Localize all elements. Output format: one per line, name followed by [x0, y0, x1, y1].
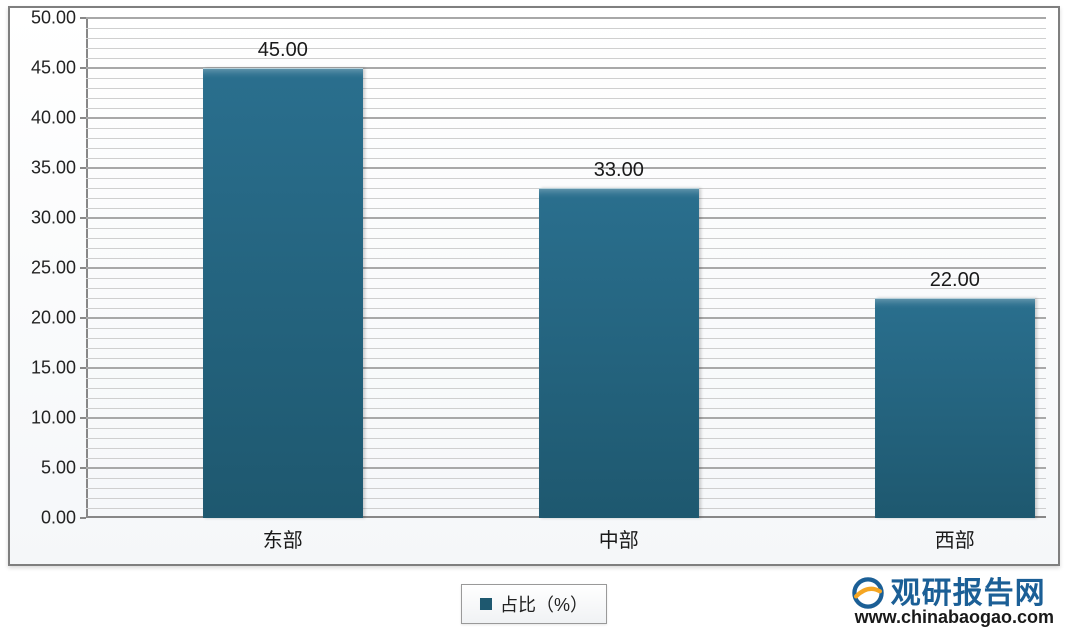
legend-label: 占比（%）	[500, 591, 588, 617]
y-tick-label: 30.00	[16, 208, 76, 229]
watermark-title: 观研报告网	[891, 577, 1046, 610]
watermark-logo-icon	[851, 576, 885, 610]
bar: 33.00	[539, 188, 699, 518]
bar-value-label: 45.00	[258, 39, 308, 62]
y-tick-mark	[80, 67, 86, 69]
bar: 22.00	[875, 298, 1035, 518]
y-tick-label: 45.00	[16, 58, 76, 79]
bar-value-label: 22.00	[930, 269, 980, 292]
y-tick-mark	[80, 17, 86, 19]
legend-swatch	[480, 598, 492, 610]
x-category-label: 东部	[263, 524, 303, 553]
y-tick-label: 40.00	[16, 108, 76, 129]
x-category-label: 西部	[935, 524, 975, 553]
y-tick-label: 25.00	[16, 258, 76, 279]
y-tick-mark	[80, 367, 86, 369]
gridline-minor	[86, 48, 1046, 49]
gridline-minor	[86, 28, 1046, 29]
y-tick-label: 5.00	[16, 458, 76, 479]
y-tick-label: 50.00	[16, 8, 76, 29]
y-tick-mark	[80, 167, 86, 169]
gridline-minor	[86, 38, 1046, 39]
y-tick-mark	[80, 217, 86, 219]
watermark-url: www.chinabaogao.com	[855, 608, 1054, 628]
y-tick-mark	[80, 267, 86, 269]
y-tick-mark	[80, 517, 86, 519]
bar-value-label: 33.00	[594, 159, 644, 182]
y-tick-label: 35.00	[16, 158, 76, 179]
y-tick-mark	[80, 117, 86, 119]
plot-area: 0.005.0010.0015.0020.0025.0030.0035.0040…	[86, 18, 1046, 518]
legend: 占比（%）	[461, 584, 607, 624]
x-category-label: 中部	[599, 524, 639, 553]
y-tick-mark	[80, 317, 86, 319]
y-tick-mark	[80, 467, 86, 469]
y-tick-label: 10.00	[16, 408, 76, 429]
y-tick-label: 15.00	[16, 358, 76, 379]
y-tick-label: 20.00	[16, 308, 76, 329]
bar: 45.00	[203, 68, 363, 518]
y-tick-label: 0.00	[16, 508, 76, 529]
chart-frame: 0.00 5.00 10.00 15.00 20.00 25.00 30.00 35.00 40…	[8, 6, 1060, 566]
gridline-minor	[86, 58, 1046, 59]
gridline-major	[86, 17, 1046, 19]
y-tick-mark	[80, 417, 86, 419]
watermark: 观研报告网 www.chinabaogao.com	[851, 576, 1054, 628]
